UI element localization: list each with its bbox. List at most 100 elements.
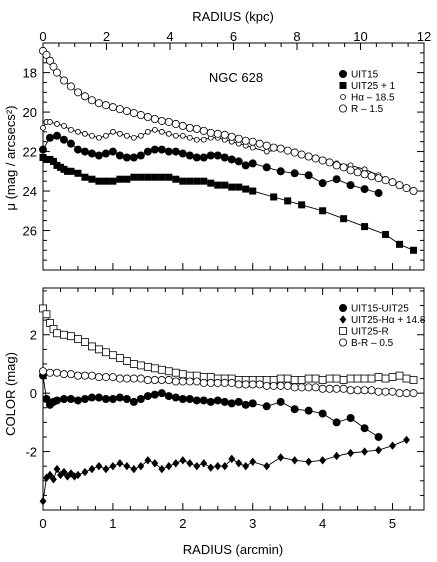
data-point (88, 464, 96, 474)
data-point (164, 392, 173, 401)
data-point (136, 395, 145, 403)
data-point (150, 376, 159, 385)
data-point (123, 132, 130, 139)
data-point (82, 130, 88, 137)
data-point (144, 128, 151, 135)
data-point (249, 457, 257, 467)
data-point (381, 176, 390, 185)
data-point (178, 395, 187, 403)
data-point (346, 386, 355, 395)
data-point (193, 136, 200, 143)
panel-2-series-2 (39, 435, 410, 506)
panel-2-legend-label: B-R – 0.5 (351, 338, 394, 349)
panel-2-y-tick-label: 0 (30, 386, 37, 401)
data-point (220, 130, 229, 139)
panel-2-series-4 (39, 367, 418, 398)
data-point (360, 374, 369, 383)
data-point (87, 149, 96, 158)
data-point (129, 153, 138, 162)
data-point (186, 134, 193, 141)
data-point (290, 376, 299, 384)
data-point (388, 387, 397, 396)
data-point (206, 378, 215, 387)
data-point (276, 167, 285, 176)
data-point (64, 472, 71, 481)
data-point (262, 402, 271, 411)
data-point (178, 121, 187, 130)
data-point (333, 451, 341, 461)
data-point (123, 461, 131, 471)
data-point (45, 56, 54, 65)
data-point (360, 424, 369, 433)
data-point (402, 184, 411, 193)
data-point (115, 354, 124, 363)
data-point (130, 134, 137, 141)
data-point (290, 383, 299, 392)
data-point (101, 149, 110, 158)
data-point (186, 459, 194, 468)
data-point (122, 107, 131, 116)
data-point (199, 378, 208, 387)
data-point (74, 470, 82, 480)
data-point (49, 62, 58, 71)
data-point (73, 88, 82, 97)
data-point (108, 103, 117, 112)
data-point (262, 381, 271, 390)
kpc-tick-label: 8 (293, 29, 300, 44)
panel-1-series-1 (39, 131, 383, 198)
data-point (410, 246, 418, 254)
data-point (332, 418, 341, 427)
data-point (94, 151, 103, 160)
data-point (52, 131, 61, 140)
data-point (151, 173, 159, 181)
data-point (45, 133, 54, 142)
data-point (375, 445, 382, 455)
data-point (402, 374, 411, 383)
data-point (81, 467, 89, 477)
data-point (381, 374, 390, 383)
data-point (109, 351, 117, 360)
data-point (192, 377, 201, 386)
data-point (234, 397, 243, 406)
data-point (318, 179, 327, 188)
data-point (382, 230, 390, 238)
panel-1-legend-marker (339, 70, 347, 78)
data-point (249, 144, 256, 151)
data-point (276, 381, 285, 390)
data-point (193, 177, 201, 185)
data-point (49, 157, 57, 165)
data-point (71, 472, 78, 481)
top-x-axis-title: RADIUS (kpc) (192, 9, 274, 24)
data-point (102, 464, 110, 474)
data-point (40, 124, 46, 131)
data-point (325, 158, 334, 167)
data-point (129, 109, 138, 118)
data-point (115, 151, 124, 160)
arcmin-tick-label: 3 (249, 516, 256, 531)
data-point (214, 181, 222, 189)
data-point (136, 111, 145, 120)
data-point (200, 177, 208, 185)
data-point (171, 377, 180, 386)
data-point (178, 370, 187, 379)
data-point (213, 129, 222, 138)
data-point (402, 389, 411, 398)
data-point (59, 76, 68, 85)
arcmin-tick-label: 2 (179, 516, 186, 531)
data-point (235, 459, 243, 468)
data-point (185, 123, 194, 132)
panel-2-legend-marker (339, 304, 347, 312)
data-point (157, 376, 166, 385)
data-point (157, 116, 166, 125)
data-point (87, 96, 96, 105)
arcmin-tick-label: 0 (39, 516, 46, 531)
data-point (129, 360, 138, 368)
data-point (122, 357, 131, 365)
data-point (263, 148, 270, 155)
data-point (80, 147, 89, 156)
data-point (136, 151, 145, 160)
data-point (192, 396, 201, 405)
data-point (185, 395, 194, 403)
data-point (311, 383, 320, 392)
kpc-tick-label: 10 (353, 29, 367, 44)
